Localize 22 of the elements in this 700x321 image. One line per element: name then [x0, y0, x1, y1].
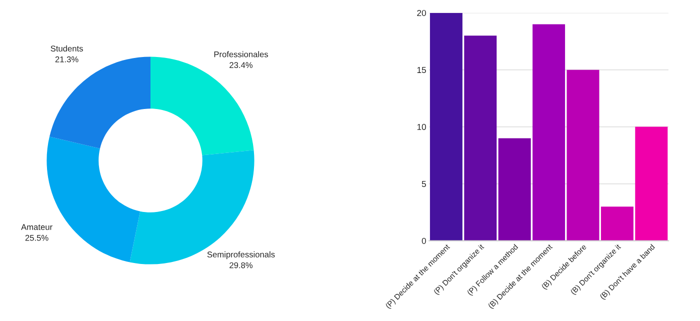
slice-label: Amateur — [21, 224, 52, 230]
slice-label: Students — [50, 45, 83, 52]
donut-slice — [150, 56, 254, 156]
bar — [600, 206, 634, 241]
y-tick-label: 5 — [422, 180, 426, 187]
donut-slice — [50, 56, 150, 149]
slice-label: Semiprofessionals — [207, 251, 275, 260]
data-label: 23.4% — [230, 62, 253, 68]
y-tick-label: 10 — [417, 124, 426, 130]
bar — [464, 36, 497, 241]
bar — [430, 12, 462, 241]
bar — [566, 70, 600, 241]
data-label: 25.5% — [25, 234, 48, 241]
y-tick-label: 0 — [422, 238, 426, 244]
bar — [498, 138, 531, 241]
data-label: 21.3% — [55, 56, 78, 62]
bar — [532, 24, 566, 241]
y-tick-label: 15 — [417, 67, 426, 74]
bar — [635, 126, 668, 241]
data-label: 29.8% — [230, 262, 253, 268]
y-tick-label: 20 — [417, 10, 426, 16]
slice-label: Professionales — [214, 51, 268, 58]
